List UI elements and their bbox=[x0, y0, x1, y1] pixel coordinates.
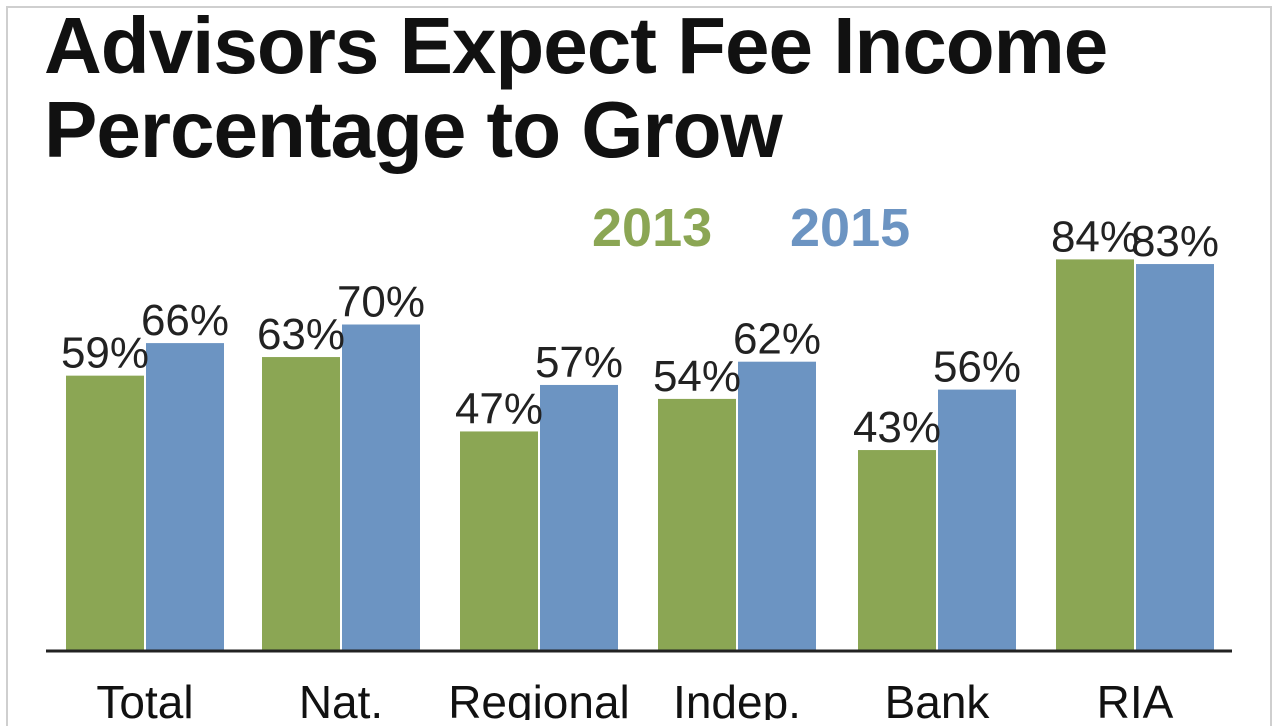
category-labels-group: Total Nat. Regional Indep. Bank RIA bbox=[96, 676, 1173, 720]
value-label-2015-ria: 83% bbox=[1131, 217, 1219, 266]
bar-2013-regional bbox=[460, 431, 538, 650]
bar-2015-bank bbox=[938, 389, 1016, 650]
value-label-2013-bank: 43% bbox=[853, 403, 941, 452]
category-label-total: Total bbox=[96, 676, 193, 720]
value-label-2015-regional: 57% bbox=[535, 338, 623, 387]
value-label-2015-total: 66% bbox=[141, 296, 229, 345]
value-label-2013-indep: 54% bbox=[653, 352, 741, 401]
value-label-2015-indep: 62% bbox=[733, 315, 821, 364]
chart-title-line-1: Advisors Expect Fee Income bbox=[44, 1, 1108, 90]
bar-2013-indep bbox=[658, 398, 736, 650]
category-label-bank: Bank bbox=[885, 676, 991, 720]
category-label-nat: Nat. bbox=[299, 676, 383, 720]
chart-title-line-2: Percentage to Grow bbox=[44, 85, 783, 174]
category-label-regional: Regional bbox=[448, 676, 630, 720]
value-label-2015-bank: 56% bbox=[933, 343, 1021, 392]
bar-2013-total bbox=[66, 375, 144, 650]
value-label-2015-nat: 70% bbox=[337, 278, 425, 327]
bar-2015-regional bbox=[540, 384, 618, 650]
chart-frame bbox=[6, 6, 1272, 726]
value-label-2013-total: 59% bbox=[61, 329, 149, 378]
category-label-ria: RIA bbox=[1097, 676, 1174, 720]
bar-2015-total bbox=[146, 343, 224, 650]
value-label-2013-nat: 63% bbox=[257, 310, 345, 359]
value-labels-group: 59%66% 63%70% 47%57% 54%62% 43% 56% 84%83% bbox=[61, 212, 1219, 452]
legend-2015: 2015 bbox=[790, 198, 911, 258]
bar-2015-indep bbox=[738, 361, 816, 650]
bar-2015-ria bbox=[1136, 264, 1214, 650]
bar-2015-nat bbox=[342, 324, 420, 650]
bar-2013-ria bbox=[1056, 259, 1134, 650]
category-label-indep: Indep. bbox=[673, 676, 801, 720]
value-label-2013-ria: 84% bbox=[1051, 212, 1139, 261]
value-label-2013-regional: 47% bbox=[455, 384, 543, 433]
bar-2013-nat bbox=[262, 357, 340, 650]
bars-group bbox=[66, 259, 1214, 650]
legend-2013: 2013 bbox=[592, 198, 713, 258]
bar-2013-bank bbox=[858, 450, 936, 650]
